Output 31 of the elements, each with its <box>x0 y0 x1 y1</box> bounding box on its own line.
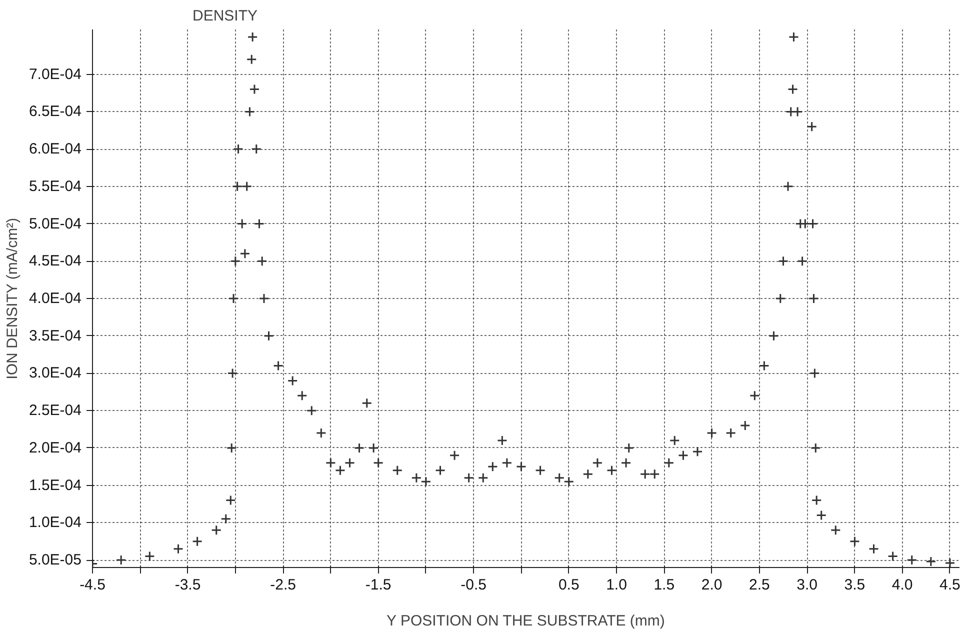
x-tick-label: 1.0 <box>606 576 627 594</box>
x-tick-label: 0.5 <box>558 576 580 594</box>
y-tick-label: 6.0E-04 <box>28 140 82 158</box>
x-tick-label: -3.5 <box>174 576 201 594</box>
x-tick-label: -2.5 <box>270 576 296 594</box>
text: DENSITY <box>192 8 258 24</box>
x-tick-label: 1.5 <box>654 576 675 594</box>
y-tick-label: 3.5E-04 <box>28 327 82 344</box>
x-tick-label: 4.0 <box>892 576 913 594</box>
x-tick-label: 4.5 <box>940 576 960 594</box>
y-tick-label: 1.0E-04 <box>28 514 82 532</box>
y-tick-label: 4.0E-04 <box>28 290 82 307</box>
x-tick-label: -1.5 <box>365 576 392 594</box>
x-tick-label: -0.5 <box>460 576 487 594</box>
y-axis-title: ION DENSITY (mA/cm²) <box>4 218 21 380</box>
x-tick-label: 3.0 <box>796 576 818 594</box>
y-tick-label: 5.0E-04 <box>28 215 82 232</box>
y-tick-label: 5.5E-04 <box>28 178 82 195</box>
x-tick-label: -4.5 <box>80 576 106 594</box>
x-tick-label: 2.5 <box>748 576 770 594</box>
y-tick-label: 4.5E-04 <box>28 252 82 270</box>
x-axis-title: Y POSITION ON THE SUBSTRATE (mm) <box>386 612 665 630</box>
x-tick-label: 2.0 <box>701 576 722 594</box>
y-tick-label: 1.5E-04 <box>28 476 82 494</box>
x-tick-label: 3.5 <box>844 576 866 594</box>
y-tick-label: 2.5E-04 <box>28 402 82 420</box>
y-tick-label: 3.0E-04 <box>28 364 82 382</box>
y-tick-label: 6.5E-04 <box>28 103 82 120</box>
y-tick-label: 2.0E-04 <box>28 439 82 456</box>
y-tick-label: 5.0E-05 <box>28 552 82 569</box>
y-tick-label: 7.0E-04 <box>28 66 82 83</box>
